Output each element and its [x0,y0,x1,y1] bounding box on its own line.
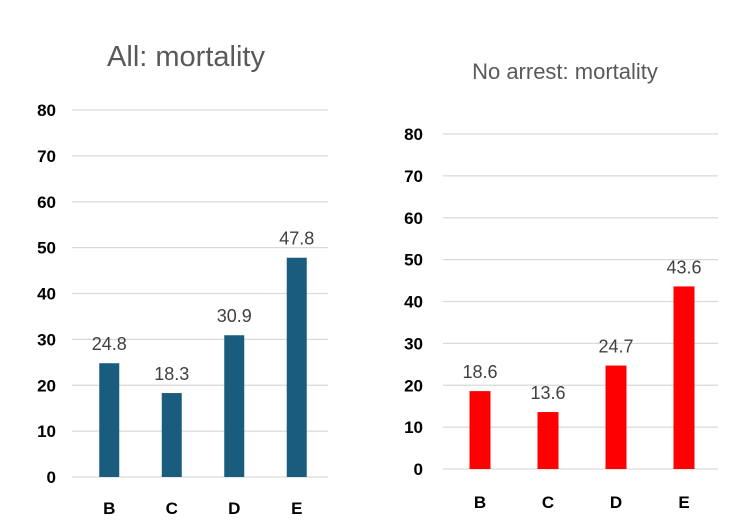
y-tick-label: 20 [37,376,56,395]
data-label: 24.8 [92,334,127,354]
x-tick-label: C [542,493,554,512]
data-label: 30.9 [217,306,252,326]
y-tick-label: 40 [37,285,56,304]
y-tick-label: 50 [37,239,56,258]
bar-d [224,335,245,477]
y-tick-label: 20 [404,376,423,395]
chart-1: All: mortality 0 10 20 30 40 50 60 70 80 24.8 B 18.3… [37,41,328,518]
y-tick-label: 50 [404,251,423,270]
y-tick-label: 0 [47,468,56,487]
chart-2-title: No arrest: mortality [472,59,658,84]
y-tick-label: 70 [404,167,423,186]
bar-b [99,363,120,477]
data-label: 24.7 [598,337,633,357]
bar-c [161,393,182,477]
bar-d [605,365,627,469]
x-tick-label: D [610,493,622,512]
y-tick-label: 70 [37,147,56,166]
data-label: 13.6 [530,383,565,403]
y-tick-label: 80 [404,125,423,144]
data-label: 47.8 [279,229,314,249]
chart-2: No arrest: mortality 0 10 20 30 40 50 60 70 80 18.… [404,59,718,512]
y-tick-label: 0 [414,460,423,479]
x-tick-label: E [291,499,302,518]
x-tick-label: B [474,493,486,512]
data-label: 43.6 [666,257,701,277]
chart-1-title: All: mortality [107,41,265,73]
data-label: 18.3 [154,364,189,384]
y-tick-label: 80 [37,101,56,120]
y-tick-label: 30 [37,330,56,349]
y-tick-label: 60 [404,209,423,228]
bar-e [673,286,695,469]
y-tick-label: 30 [404,334,423,353]
bar-e [286,257,307,477]
data-label: 18.6 [462,362,497,382]
x-tick-label: E [678,493,689,512]
bar-c [537,412,559,469]
x-tick-label: B [103,499,115,518]
y-tick-label: 10 [37,422,56,441]
x-tick-label: D [228,499,240,518]
y-tick-label: 10 [404,418,423,437]
x-tick-label: C [166,499,178,518]
y-tick-label: 40 [404,293,423,312]
y-tick-label: 60 [37,193,56,212]
bar-b [469,391,491,469]
